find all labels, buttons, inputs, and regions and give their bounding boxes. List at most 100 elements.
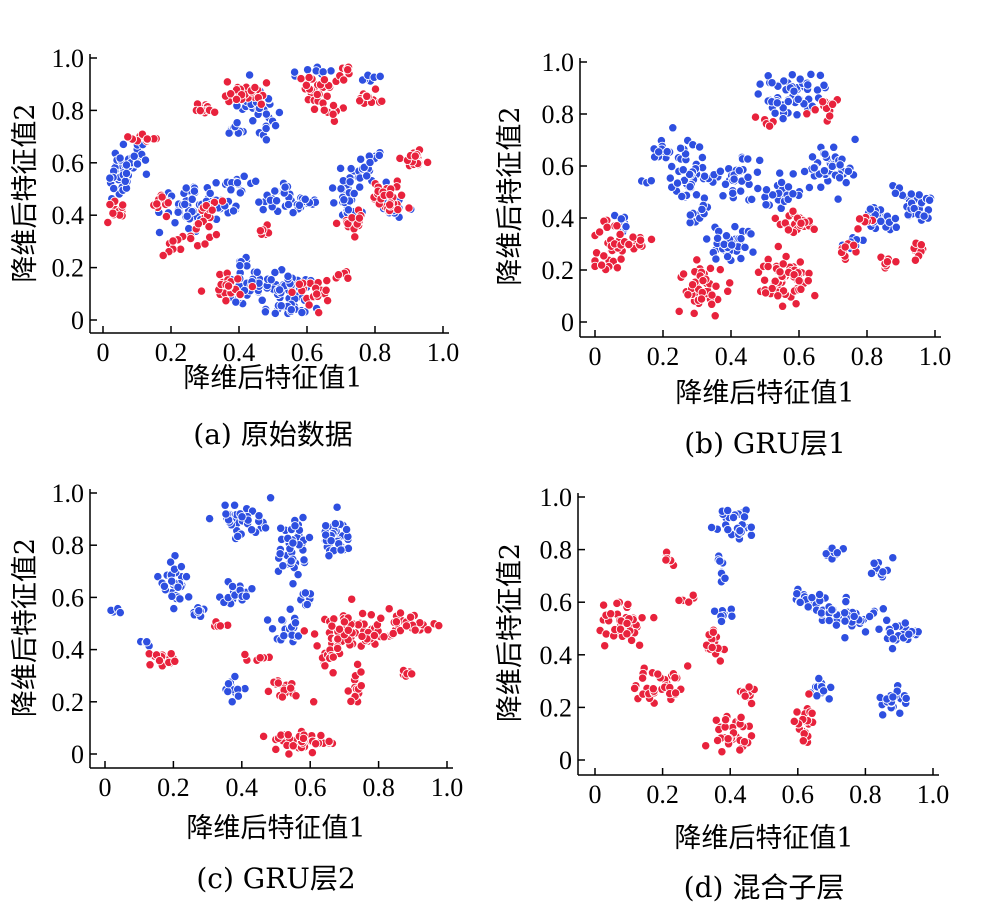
data-point — [753, 267, 764, 277]
data-point — [835, 160, 845, 170]
data-point — [793, 94, 803, 104]
data-point — [601, 629, 611, 639]
data-point — [254, 511, 264, 521]
data-point — [105, 173, 115, 183]
data-point — [222, 77, 233, 87]
data-point — [906, 189, 916, 199]
data-point — [343, 625, 353, 635]
series-red — [595, 547, 818, 757]
data-point — [891, 222, 901, 232]
data-point — [330, 518, 341, 529]
panel-caption: (d) 混合子层 — [684, 871, 845, 902]
x-tick-label: 0.2 — [157, 773, 190, 802]
data-point — [333, 270, 344, 280]
data-point — [211, 229, 222, 240]
data-point — [339, 617, 350, 627]
data-point — [142, 637, 152, 647]
data-point — [331, 218, 342, 229]
data-point — [200, 239, 210, 249]
data-point — [175, 594, 185, 604]
y-tick-label: 1.0 — [542, 48, 575, 77]
data-point — [235, 188, 245, 198]
y-tick-label: 0.4 — [52, 201, 85, 230]
data-point — [204, 513, 215, 524]
data-point — [923, 205, 934, 215]
data-point — [327, 183, 338, 193]
data-point — [365, 157, 375, 168]
data-point — [739, 512, 750, 522]
data-point — [901, 693, 911, 704]
data-point — [270, 267, 280, 278]
data-point — [227, 581, 238, 592]
data-point — [187, 194, 197, 204]
data-point — [818, 686, 829, 696]
data-point — [624, 239, 634, 250]
data-point — [294, 279, 305, 289]
data-point — [662, 146, 672, 157]
panel-caption: (a) 原始数据 — [193, 418, 352, 451]
data-point — [343, 543, 354, 554]
scatter-panel-3: 0 0.2 0.4 0.6 0.8 1.0 0 0.2 0.4 0.6 0.8 1.0 降维后特征值1 降… — [495, 483, 949, 902]
data-point — [787, 70, 797, 80]
data-point — [326, 66, 336, 76]
data-point — [698, 275, 708, 286]
data-point — [267, 624, 278, 634]
data-point — [814, 673, 824, 684]
data-point — [129, 151, 139, 161]
data-point — [720, 179, 731, 189]
data-point — [252, 267, 262, 277]
data-point — [327, 621, 337, 631]
data-point — [384, 604, 394, 614]
data-point — [379, 632, 389, 642]
data-point — [814, 589, 825, 600]
data-point — [233, 691, 244, 701]
data-point — [799, 166, 810, 177]
data-point — [181, 571, 192, 582]
data-point — [707, 299, 717, 309]
data-point — [854, 214, 865, 224]
data-point — [910, 255, 921, 265]
data-point — [843, 166, 854, 176]
data-point — [878, 567, 888, 577]
data-point — [227, 697, 237, 707]
data-point — [697, 204, 707, 215]
data-point — [653, 669, 663, 679]
data-point — [401, 621, 412, 631]
data-point — [687, 280, 698, 290]
data-point — [730, 221, 740, 232]
data-point — [120, 176, 130, 186]
data-point — [746, 522, 756, 532]
data-point — [707, 290, 717, 300]
data-point — [743, 172, 753, 182]
x-axis-label: 降维后特征值1 — [183, 363, 362, 394]
data-point — [792, 110, 802, 120]
data-point — [271, 744, 281, 755]
y-tick-label: 0.6 — [52, 583, 85, 612]
data-point — [812, 691, 822, 701]
data-point — [388, 628, 398, 639]
data-point — [727, 240, 737, 250]
panel-caption: (c) GRU层2 — [196, 862, 355, 895]
data-point — [720, 715, 731, 725]
data-point — [261, 78, 272, 88]
data-point — [924, 195, 935, 205]
data-point — [891, 257, 901, 267]
data-point — [167, 591, 177, 601]
data-point — [849, 240, 859, 250]
data-point — [803, 602, 813, 612]
data-point — [145, 660, 155, 670]
data-point — [324, 551, 334, 561]
data-point — [170, 551, 180, 561]
data-point — [723, 524, 733, 535]
data-point — [736, 186, 746, 196]
data-point — [728, 512, 739, 523]
data-point — [109, 183, 119, 194]
data-point — [810, 105, 820, 115]
x-tick-label: 0 — [589, 342, 602, 371]
data-point — [783, 96, 793, 107]
data-point — [343, 273, 353, 283]
data-point — [827, 161, 837, 172]
data-point — [831, 620, 842, 630]
data-point — [688, 590, 698, 600]
